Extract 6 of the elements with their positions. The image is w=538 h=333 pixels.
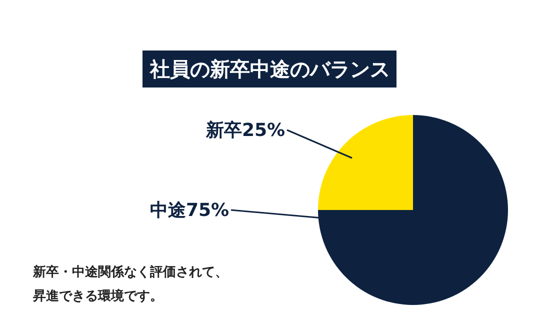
slice-label: 新卒25%	[205, 120, 286, 141]
text: 新卒・中途関係なく評価されて、	[32, 264, 228, 280]
pie-slice	[318, 115, 413, 210]
slice-label: 中途75%	[150, 200, 230, 221]
chart-title: 社員の新卒中途のバランス	[149, 57, 390, 81]
text: 昇進できる環境です。	[32, 288, 163, 304]
